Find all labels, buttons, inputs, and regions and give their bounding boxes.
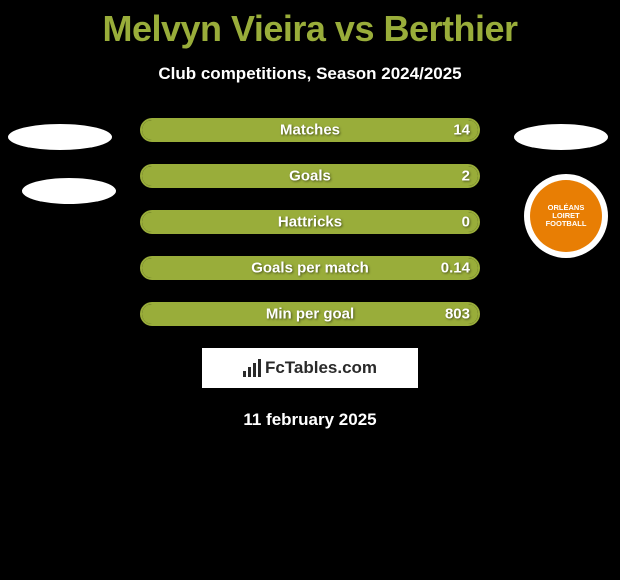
player-avatar-right bbox=[514, 124, 608, 150]
stat-label: Hattricks bbox=[278, 214, 342, 231]
subtitle: Club competitions, Season 2024/2025 bbox=[0, 64, 620, 84]
club-badge-line3: FOOTBALL bbox=[546, 220, 587, 228]
date-text: 11 february 2025 bbox=[0, 410, 620, 430]
stat-value: 14 bbox=[453, 122, 470, 139]
club-badge: ORLÉANS LOIRET FOOTBALL bbox=[524, 174, 608, 258]
page-title: Melvyn Vieira vs Berthier bbox=[0, 0, 620, 50]
brand-name: FcTables.com bbox=[265, 358, 377, 378]
stat-bar-hattricks: Hattricks 0 bbox=[140, 210, 480, 234]
stat-value: 0 bbox=[462, 214, 470, 231]
bar-chart-icon bbox=[243, 359, 261, 377]
stat-bar-goals-per-match: Goals per match 0.14 bbox=[140, 256, 480, 280]
stat-bar-matches: Matches 14 bbox=[140, 118, 480, 142]
brand-box[interactable]: FcTables.com bbox=[202, 348, 418, 388]
player-avatar-left-2 bbox=[22, 178, 116, 204]
stat-bar-goals: Goals 2 bbox=[140, 164, 480, 188]
stat-value: 0.14 bbox=[441, 260, 470, 277]
stat-label: Matches bbox=[280, 122, 340, 139]
stat-label: Goals bbox=[289, 168, 331, 185]
stat-value: 2 bbox=[462, 168, 470, 185]
player-avatar-left-1 bbox=[8, 124, 112, 150]
club-badge-inner: ORLÉANS LOIRET FOOTBALL bbox=[530, 180, 602, 252]
stat-label: Goals per match bbox=[251, 260, 369, 277]
stat-bar-min-per-goal: Min per goal 803 bbox=[140, 302, 480, 326]
stat-label: Min per goal bbox=[266, 306, 354, 323]
stat-value: 803 bbox=[445, 306, 470, 323]
